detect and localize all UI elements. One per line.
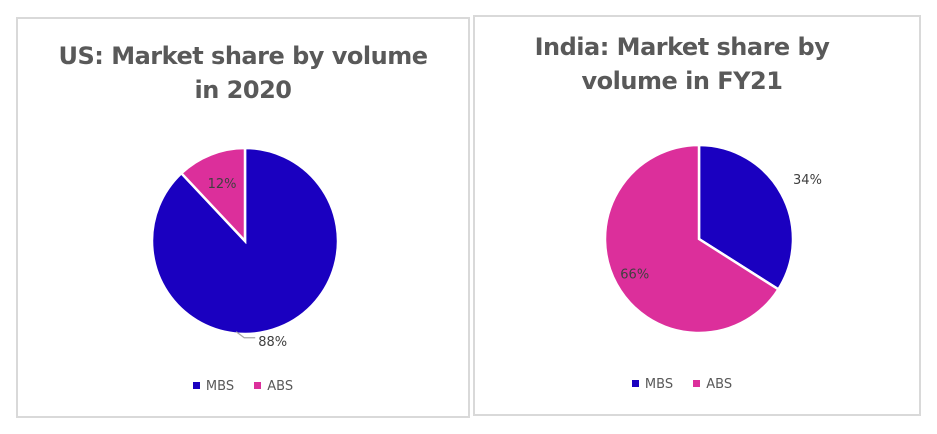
chart-legend: MBS ABS [445, 377, 919, 392]
legend-swatch-mbs [631, 380, 639, 387]
pie-slice-abs [179, 146, 247, 245]
us-chart-panel: US: Market share by volume in 2020 88% 12… [16, 17, 470, 418]
legend-item-mbs: MBS [631, 377, 674, 392]
india-pie-chart: 34% 66% [603, 143, 822, 335]
data-label-abs: 12% [208, 177, 237, 192]
title-line-2: in 2020 [194, 76, 292, 104]
legend-item-abs: ABS [693, 377, 732, 392]
legend-swatch-abs [693, 380, 701, 387]
india-chart-panel: India: Market share by volume in FY21 34… [473, 15, 921, 416]
legend-swatch-mbs [192, 382, 200, 389]
us-pie-chart: 88% 12% [150, 146, 340, 350]
legend-swatch-abs [254, 382, 262, 389]
pie-slice-abs [603, 143, 781, 335]
data-label-mbs: 88% [258, 335, 287, 350]
legend-label: MBS [205, 379, 235, 394]
legend-item-mbs: MBS [192, 379, 235, 394]
title-line-2: volume in FY21 [581, 67, 783, 95]
data-label-abs: 66% [620, 267, 649, 282]
legend-label: MBS [644, 377, 674, 392]
legend-label: ABS [267, 379, 294, 394]
legend-label: ABS [706, 377, 733, 392]
data-label-mbs: 34% [793, 173, 822, 188]
title-line-1: US: Market share by volume [58, 42, 428, 70]
chart-title: India: Market share by volume in FY21 [445, 30, 919, 98]
chart-title: US: Market share by volume in 2020 [18, 39, 468, 107]
leader-line [235, 331, 256, 339]
legend-item-abs: ABS [254, 379, 293, 394]
chart-legend: MBS ABS [18, 379, 468, 394]
title-line-1: India: Market share by [534, 33, 830, 61]
